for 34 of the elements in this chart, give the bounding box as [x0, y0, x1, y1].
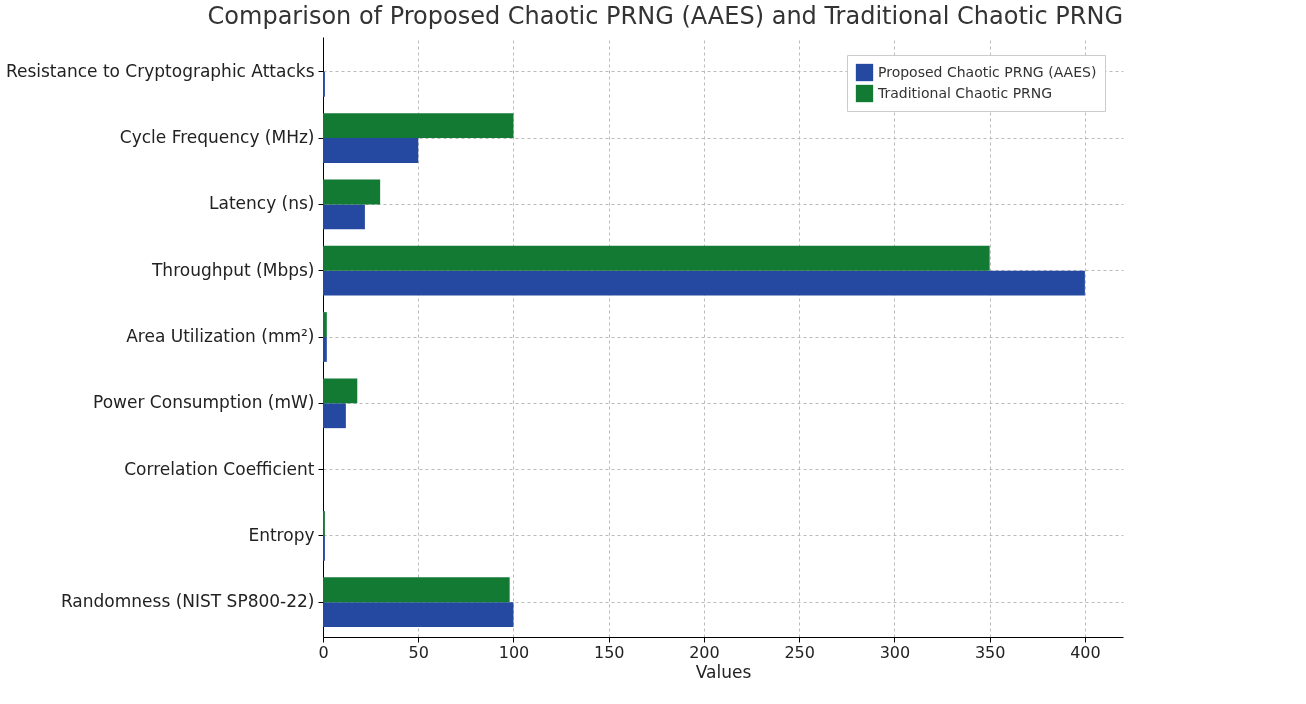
y-tick-label: Throughput (Mbps) — [150, 259, 315, 280]
legend-label: Proposed Chaotic PRNG (AAES) — [878, 63, 1097, 80]
y-tick-label: Randomness (NIST SP800-22) — [60, 591, 315, 612]
x-tick-label: 100 — [498, 642, 530, 662]
x-tick-label: 350 — [974, 642, 1006, 662]
bar — [323, 138, 419, 163]
y-tick-label: Area Utilization (mm²) — [126, 326, 315, 346]
y-tick-label: Latency (ns) — [209, 193, 315, 214]
x-axis-title: Values — [695, 661, 752, 682]
bar — [323, 577, 510, 603]
x-tick-label: 400 — [1070, 642, 1101, 662]
chart-title: Comparison of Proposed Chaotic PRNG (AAES) and Traditional Chaotic PRNG — [207, 2, 1123, 30]
bar — [323, 312, 327, 337]
x-tick-label: 200 — [689, 642, 720, 662]
bar — [323, 403, 346, 429]
bar — [323, 270, 1085, 296]
x-tick-label: 50 — [408, 642, 429, 662]
bar — [323, 337, 327, 362]
y-tick-label: Entropy — [248, 524, 315, 545]
y-tick-label: Power Consumption (mW) — [93, 392, 315, 413]
bar — [323, 378, 358, 404]
x-tick-label: 300 — [879, 642, 911, 662]
y-tick-label: Resistance to Cryptographic Attacks — [5, 60, 315, 81]
y-tick-label: Cycle Frequency (MHz) — [119, 127, 315, 148]
bar — [323, 245, 990, 271]
bar — [323, 113, 514, 139]
x-tick-label: 250 — [784, 642, 815, 662]
bar — [323, 204, 365, 230]
legend-label: Traditional Chaotic PRNG — [877, 84, 1053, 101]
y-tick-label: Correlation Coefficient — [124, 458, 315, 479]
x-tick-label: 150 — [593, 642, 625, 662]
x-tick-label: 0 — [318, 642, 329, 662]
bar — [323, 602, 514, 628]
bar — [323, 179, 381, 205]
